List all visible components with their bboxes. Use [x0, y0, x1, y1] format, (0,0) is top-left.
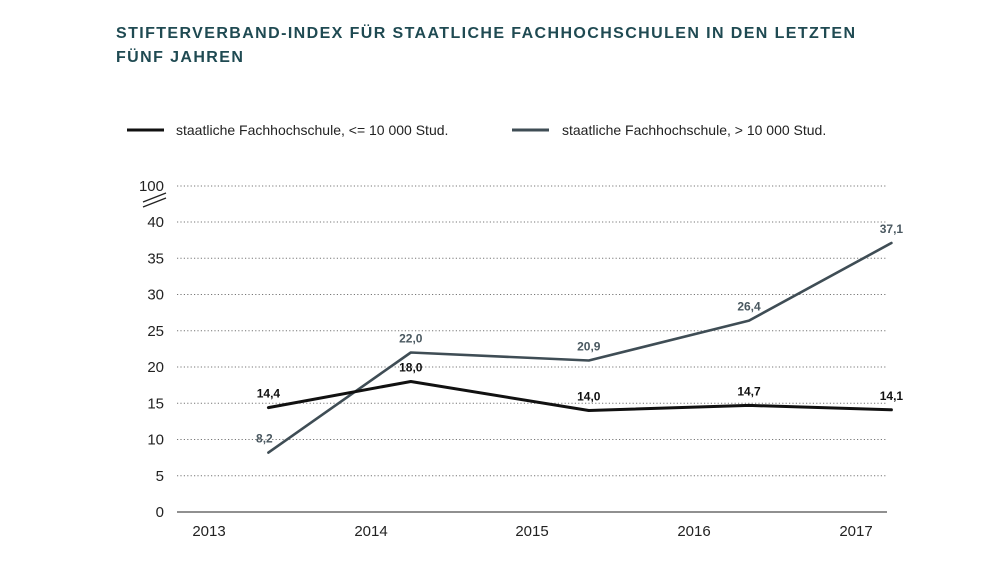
chart-title-line-2: FÜNF JAHREN [116, 49, 245, 66]
legend-label-small: staatliche Fachhochschule, <= 10 000 Stu… [176, 122, 448, 138]
data-label-small: 14,4 [257, 387, 281, 401]
legend-label-large: staatliche Fachhochschule, > 10 000 Stud… [562, 122, 826, 138]
y-tick-label: 100 [139, 178, 164, 195]
data-labels: 14,4 18,0 14,0 14,7 14,1 8,2 22,0 20,9 26,4 37,1 [256, 222, 903, 446]
data-label-small: 14,1 [880, 389, 904, 403]
legend-item-small: staatliche Fachhochschule, <= 10 000 Stu… [127, 122, 448, 138]
series-line-large [267, 241, 893, 454]
data-label-large: 22,0 [399, 332, 423, 346]
y-tick-label: 25 [147, 323, 164, 340]
y-tick-label: 5 [156, 468, 164, 485]
series-layer [266, 241, 893, 454]
data-label-small: 14,7 [737, 384, 761, 398]
data-label-small: 18,0 [399, 361, 423, 375]
chart-title: STIFTERVERBAND-INDEX FÜR STAATLICHE FACH… [116, 22, 876, 70]
x-tick-label: 2013 [192, 523, 225, 540]
y-axis-ticks: 0 5 10 15 20 25 30 35 40 100 [139, 178, 164, 521]
y-tick-label: 35 [147, 250, 164, 267]
y-tick-label: 40 [147, 214, 164, 231]
y-tick-label: 20 [147, 359, 164, 376]
data-label-large: 20,9 [577, 339, 601, 353]
data-label-large: 8,2 [256, 432, 273, 446]
y-axis-break-icon [142, 192, 167, 208]
y-tick-label: 0 [156, 504, 164, 521]
x-tick-label: 2016 [677, 523, 710, 540]
legend-item-large: staatliche Fachhochschule, > 10 000 Stud… [512, 122, 826, 138]
data-label-large: 37,1 [880, 222, 904, 236]
data-label-small: 14,0 [577, 390, 601, 404]
chart-title-line-1: STIFTERVERBAND-INDEX FÜR STAATLICHE FACH… [116, 25, 857, 42]
legend: staatliche Fachhochschule, <= 10 000 Stu… [127, 122, 826, 138]
gridlines [177, 185, 887, 477]
x-axis-ticks: 2013 2014 2015 2016 2017 [192, 523, 872, 540]
x-tick-label: 2014 [354, 523, 387, 540]
x-tick-label: 2015 [515, 523, 548, 540]
x-tick-label: 2017 [839, 523, 872, 540]
y-tick-label: 30 [147, 287, 164, 304]
series-line-small [266, 380, 893, 412]
y-tick-label: 15 [147, 395, 164, 412]
data-label-large: 26,4 [737, 300, 761, 314]
y-tick-label: 10 [147, 432, 164, 449]
